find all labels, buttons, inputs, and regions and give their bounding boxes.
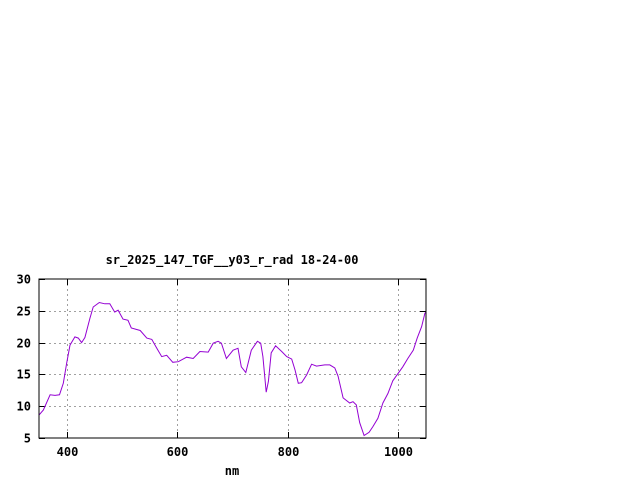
axis-ticks: 400 600 800 1000 5 10 15 20 25 30	[17, 273, 426, 459]
y-tick-label: 25	[17, 305, 31, 319]
y-tick-label: 20	[17, 337, 31, 351]
y-tick-label: 10	[17, 400, 31, 414]
y-tick-label: 30	[17, 273, 31, 287]
series-line	[38, 301, 427, 437]
x-tick-label: 600	[167, 445, 189, 459]
x-tick-label: 800	[278, 445, 300, 459]
grid	[39, 279, 426, 438]
x-axis-label: nm	[225, 464, 239, 478]
y-tick-label: 15	[17, 368, 31, 382]
chart-title: sr_2025_147_TGF__y03_r_rad 18-24-00	[106, 253, 359, 268]
x-tick-label: 1000	[384, 445, 413, 459]
x-tick-label: 400	[57, 445, 79, 459]
y-tick-label: 5	[24, 432, 31, 446]
plot-border	[38, 278, 427, 439]
